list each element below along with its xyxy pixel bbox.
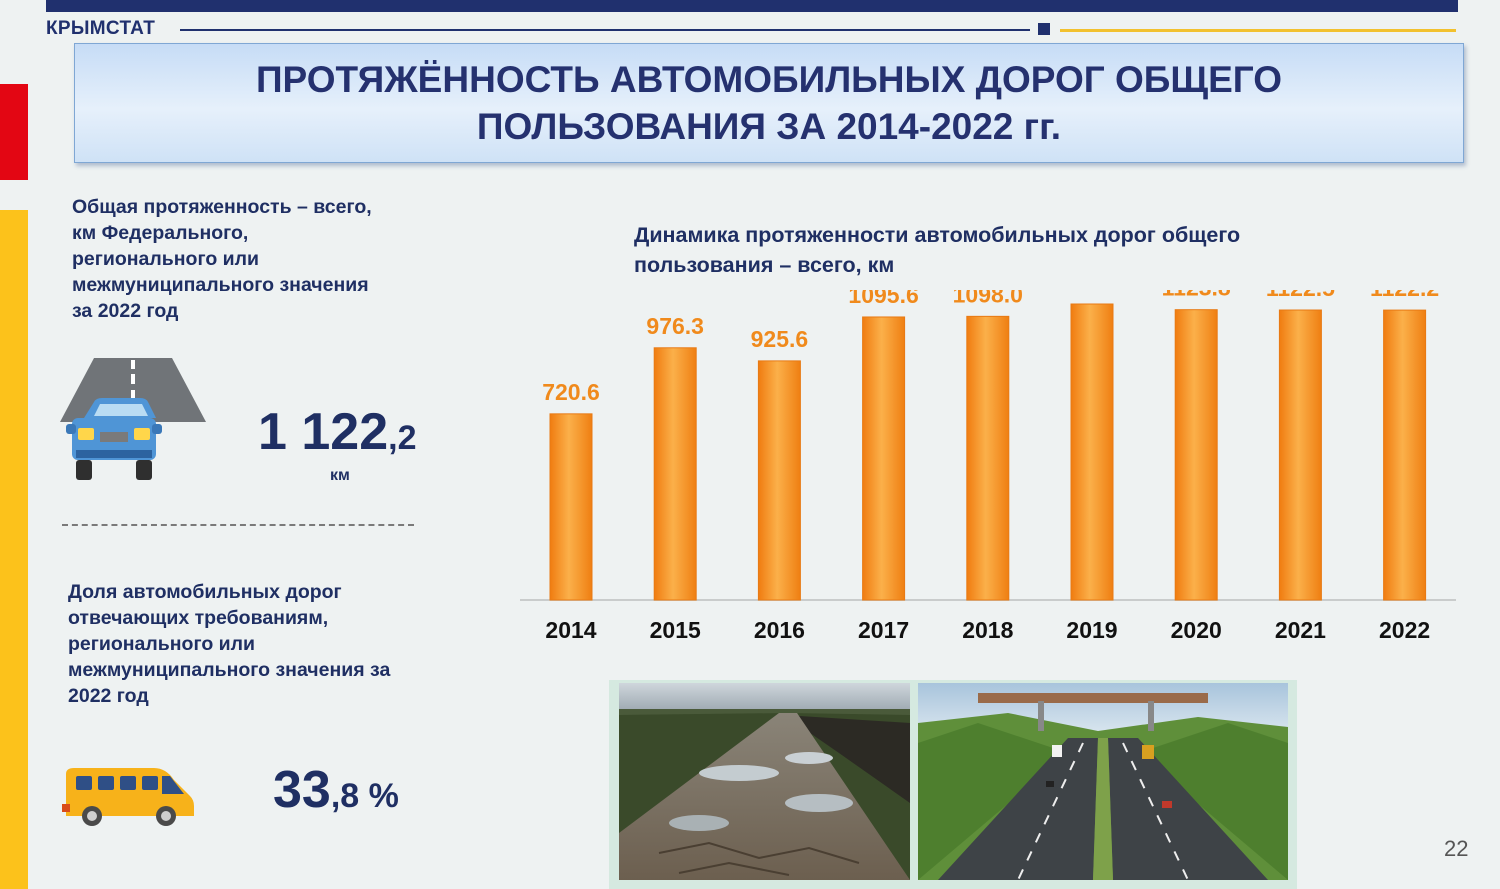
data-label-2018: 1098.0 [953, 290, 1023, 307]
tick-label-2019: 2019 [1066, 617, 1117, 643]
bar-2018 [966, 315, 1010, 601]
tick-label-2017: 2017 [858, 617, 909, 643]
share-frac: ,8 % [330, 777, 399, 815]
damaged-road-photo [619, 683, 910, 880]
data-label-2014: 720.6 [542, 379, 600, 405]
tick-label-2018: 2018 [962, 617, 1013, 643]
road-icon [60, 358, 206, 480]
tick-label-2020: 2020 [1171, 617, 1222, 643]
top-band [46, 0, 1458, 12]
bar-2014 [549, 413, 593, 601]
header-rule-square [1038, 23, 1050, 35]
page-number: 22 [1444, 836, 1469, 861]
tick-label-2015: 2015 [650, 617, 701, 643]
total-length-frac: ,2 [388, 419, 417, 457]
bar-2017 [862, 316, 906, 601]
bar-2016 [757, 360, 801, 601]
total-length-value: 1 122,2 [258, 402, 417, 462]
bar-2020 [1174, 309, 1218, 601]
header-rule-left [180, 29, 1030, 31]
total-length-unit: км [330, 467, 350, 484]
total-length-int: 1 122 [258, 403, 389, 461]
share-label: Доля автомобильных дорог отвечающих треб… [68, 581, 391, 707]
bar-2022 [1383, 309, 1427, 601]
header-rule-right [1060, 29, 1456, 32]
title-banner: ПРОТЯЖЁННОСТЬ АВТОМОБИЛЬНЫХ ДОРОГ ОБЩЕГО… [74, 43, 1464, 163]
tick-label-2016: 2016 [754, 617, 805, 643]
tick-label-2021: 2021 [1275, 617, 1326, 643]
side-accent-yellow [0, 210, 28, 889]
share-int: 33 [273, 761, 331, 819]
bar-2021 [1278, 309, 1322, 601]
data-label-2017: 1095.6 [848, 290, 918, 308]
section-divider [62, 524, 414, 526]
data-label-2015: 976.3 [646, 313, 704, 339]
brand-logo-text: КРЫМСТАТ [46, 18, 156, 39]
minibus-icon [62, 768, 194, 826]
data-label-2016: 925.6 [751, 326, 809, 352]
page-title: ПРОТЯЖЁННОСТЬ АВТОМОБИЛЬНЫХ ДОРОГ ОБЩЕГО… [255, 59, 1283, 147]
bar-2015 [653, 347, 697, 601]
bar-chart: 720.6 2014 976.3 2015 925.6 2016 1095.6 2017 109… [520, 290, 1456, 643]
share-value: 33,8 % [273, 760, 399, 820]
car-icon [66, 398, 162, 480]
data-label-2020: 1123.8 [1162, 290, 1231, 301]
chart-title: Динамика протяженности автомобильных дор… [634, 223, 1241, 277]
total-length-label: Общая протяженность – всего, км Федераль… [72, 196, 372, 322]
tick-label-2014: 2014 [545, 617, 596, 643]
data-label-2019: 1145.8 [1057, 290, 1126, 295]
side-accent-red [0, 84, 28, 180]
bar-2019 [1070, 303, 1114, 601]
tick-label-2022: 2022 [1379, 617, 1430, 643]
highway-photo [918, 683, 1288, 880]
